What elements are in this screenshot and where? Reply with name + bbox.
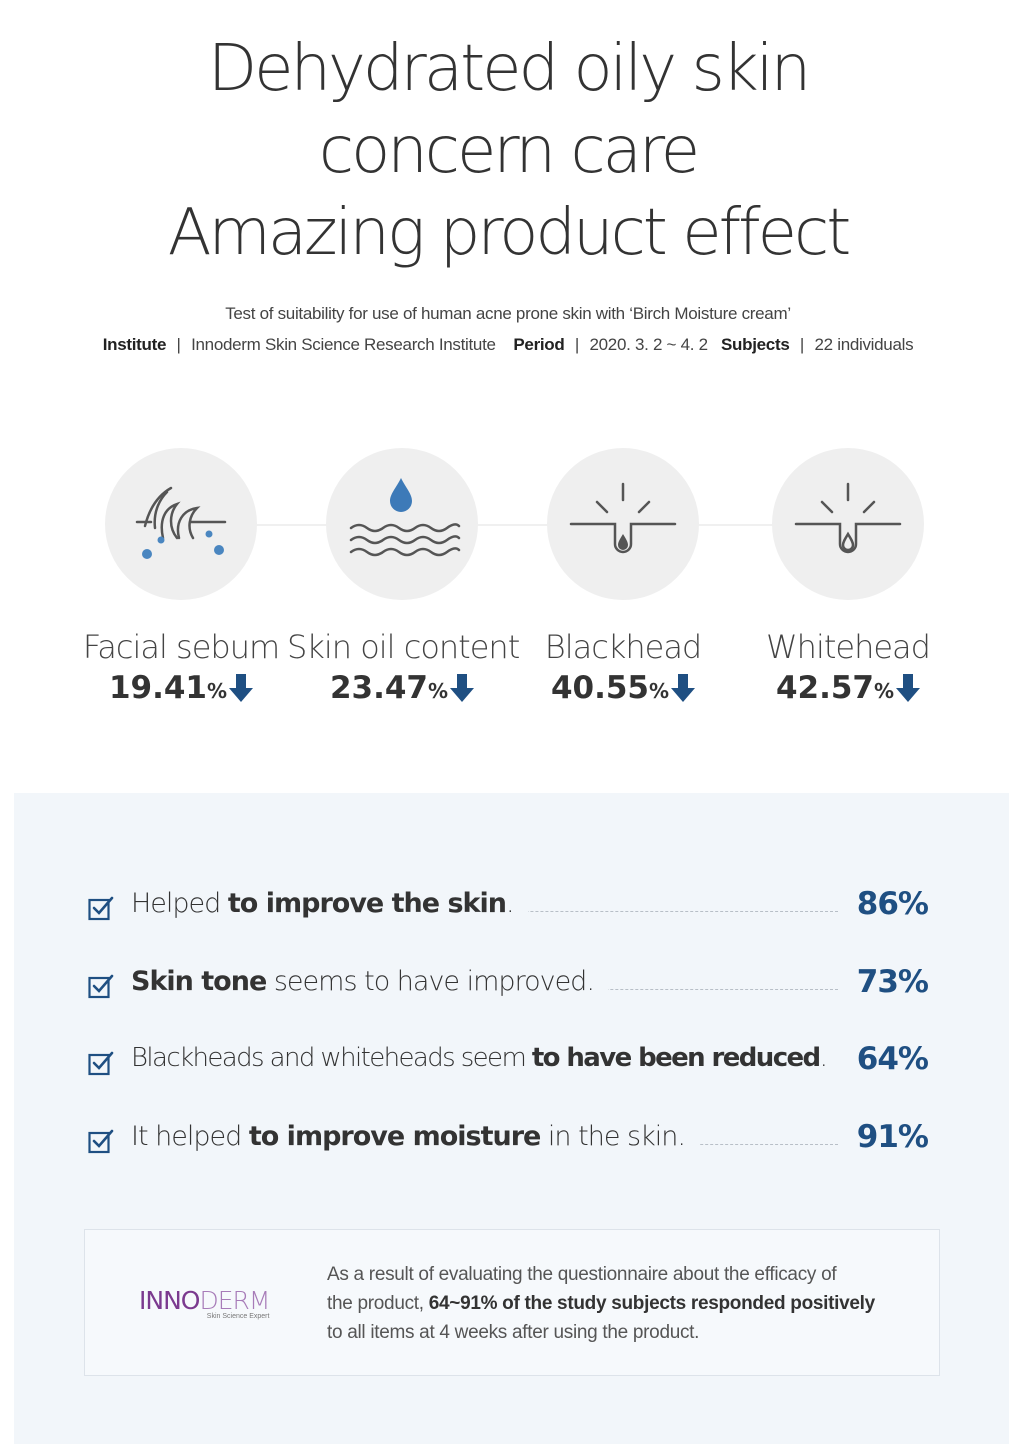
down-arrow-icon bbox=[450, 674, 475, 710]
stat-value: 19.41% bbox=[66, 670, 296, 710]
survey-row: Helped to improve the skin. 86% bbox=[88, 886, 929, 928]
down-arrow-icon bbox=[229, 674, 254, 710]
period-value: 2020. 3. 2 ~ 4. 2 bbox=[589, 335, 708, 354]
logo-tagline: Skin Science Expert bbox=[206, 1313, 270, 1320]
stat-unit: % bbox=[207, 679, 228, 703]
blackhead-pore-icon bbox=[547, 448, 699, 600]
headline-line-2: concern care bbox=[318, 114, 700, 188]
test-meta: Institute | Innoderm Skin Science Resear… bbox=[0, 335, 1016, 355]
institute-value: Innoderm Skin Science Research Institute bbox=[191, 335, 496, 354]
statement-text: Blackheads and whiteheads seem bbox=[131, 1043, 532, 1073]
stat-unit: % bbox=[428, 679, 449, 703]
stat-unit: % bbox=[874, 679, 895, 703]
survey-statement: Skin tone seems to have improved. bbox=[131, 966, 608, 997]
subjects-value: 22 individuals bbox=[814, 335, 914, 354]
survey-percent: 73% bbox=[856, 964, 929, 1000]
stat-number: 23.47 bbox=[329, 670, 428, 706]
checkbox-checked-icon bbox=[88, 973, 114, 1004]
survey-row: Skin tone seems to have improved. 73% bbox=[88, 964, 929, 1006]
stat-value: 40.55% bbox=[508, 670, 738, 710]
conclusion-box: INNODERM Skin Science Expert As a result… bbox=[84, 1229, 940, 1376]
checkbox-checked-icon bbox=[88, 1128, 114, 1159]
checkbox-checked-icon bbox=[88, 895, 114, 926]
statement-emphasis: to improve the skin bbox=[227, 888, 507, 919]
conclusion-emphasis: 64~91% of the study subjects responded p… bbox=[428, 1293, 876, 1314]
conclusion-line-3: to all items at 4 weeks after using the … bbox=[327, 1322, 700, 1343]
statement-emphasis: to improve moisture bbox=[248, 1121, 542, 1152]
headline: Dehydrated oily skin concern care Amazin… bbox=[0, 28, 1016, 274]
hair-follicle-sebum-icon bbox=[105, 448, 257, 600]
statement-text: seems to have improved. bbox=[266, 966, 595, 997]
separator: | bbox=[799, 335, 805, 354]
stat-value: 23.47% bbox=[287, 670, 517, 710]
stat-number: 40.55 bbox=[550, 670, 649, 706]
down-arrow-icon bbox=[671, 674, 696, 710]
checkbox-checked-icon bbox=[88, 1050, 114, 1081]
conclusion-line-2: the product, bbox=[327, 1293, 429, 1314]
stat-facial-sebum: Facial sebum 19.41% bbox=[66, 448, 296, 710]
statement-text: . bbox=[819, 1043, 828, 1073]
stat-label: Facial sebum bbox=[82, 628, 280, 666]
period-label: Period bbox=[513, 335, 565, 354]
statement-emphasis: Skin tone bbox=[131, 966, 267, 997]
stat-number: 19.41 bbox=[108, 670, 207, 706]
logo-name-rest: DERM bbox=[199, 1286, 270, 1315]
stat-label: Skin oil content bbox=[287, 628, 520, 666]
stat-number: 42.57 bbox=[775, 670, 874, 706]
stat-label: Whitehead bbox=[766, 628, 931, 666]
survey-row: Blackheads and whiteheads seem to have b… bbox=[88, 1041, 929, 1083]
survey-row: It helped to improve moisture in the ski… bbox=[88, 1119, 929, 1161]
conclusion-line-1: As a result of evaluating the questionna… bbox=[327, 1264, 837, 1285]
oil-drop-waves-icon bbox=[326, 448, 478, 600]
survey-percent: 91% bbox=[856, 1119, 929, 1155]
subjects-label: Subjects bbox=[721, 335, 790, 354]
stat-skin-oil-content: Skin oil content 23.47% bbox=[287, 448, 520, 710]
headline-line-3: Amazing product effect bbox=[167, 196, 852, 270]
stat-unit: % bbox=[649, 679, 670, 703]
stat-whitehead: Whitehead 42.57% bbox=[733, 448, 963, 710]
statement-text: It helped bbox=[131, 1121, 249, 1152]
innoderm-logo: INNODERM Skin Science Expert bbox=[139, 1286, 270, 1320]
stat-label: Blackhead bbox=[544, 628, 702, 666]
headline-line-1: Dehydrated oily skin bbox=[207, 32, 811, 106]
separator: | bbox=[574, 335, 580, 354]
survey-statement: Blackheads and whiteheads seem to have b… bbox=[131, 1043, 841, 1073]
stat-blackhead: Blackhead 40.55% bbox=[508, 448, 738, 710]
stat-value: 42.57% bbox=[733, 670, 963, 710]
institute-label: Institute bbox=[102, 335, 167, 354]
statement-text: in the skin. bbox=[540, 1121, 686, 1152]
logo-name-main: INNO bbox=[139, 1286, 200, 1315]
statement-emphasis: to have been reduced bbox=[531, 1043, 821, 1073]
survey-percent: 86% bbox=[856, 886, 929, 922]
survey-statement: It helped to improve moisture in the ski… bbox=[131, 1121, 699, 1152]
survey-statement: Helped to improve the skin. bbox=[131, 888, 528, 919]
separator: | bbox=[176, 335, 181, 354]
survey-percent: 64% bbox=[856, 1041, 929, 1077]
statement-text: . bbox=[505, 888, 515, 919]
down-arrow-icon bbox=[896, 674, 921, 710]
test-description: Test of suitability for use of human acn… bbox=[225, 304, 791, 323]
stats-connector-line bbox=[180, 524, 845, 526]
whitehead-pore-icon bbox=[772, 448, 924, 600]
statement-text: Helped bbox=[131, 888, 228, 919]
conclusion-text: As a result of evaluating the questionna… bbox=[327, 1260, 927, 1347]
